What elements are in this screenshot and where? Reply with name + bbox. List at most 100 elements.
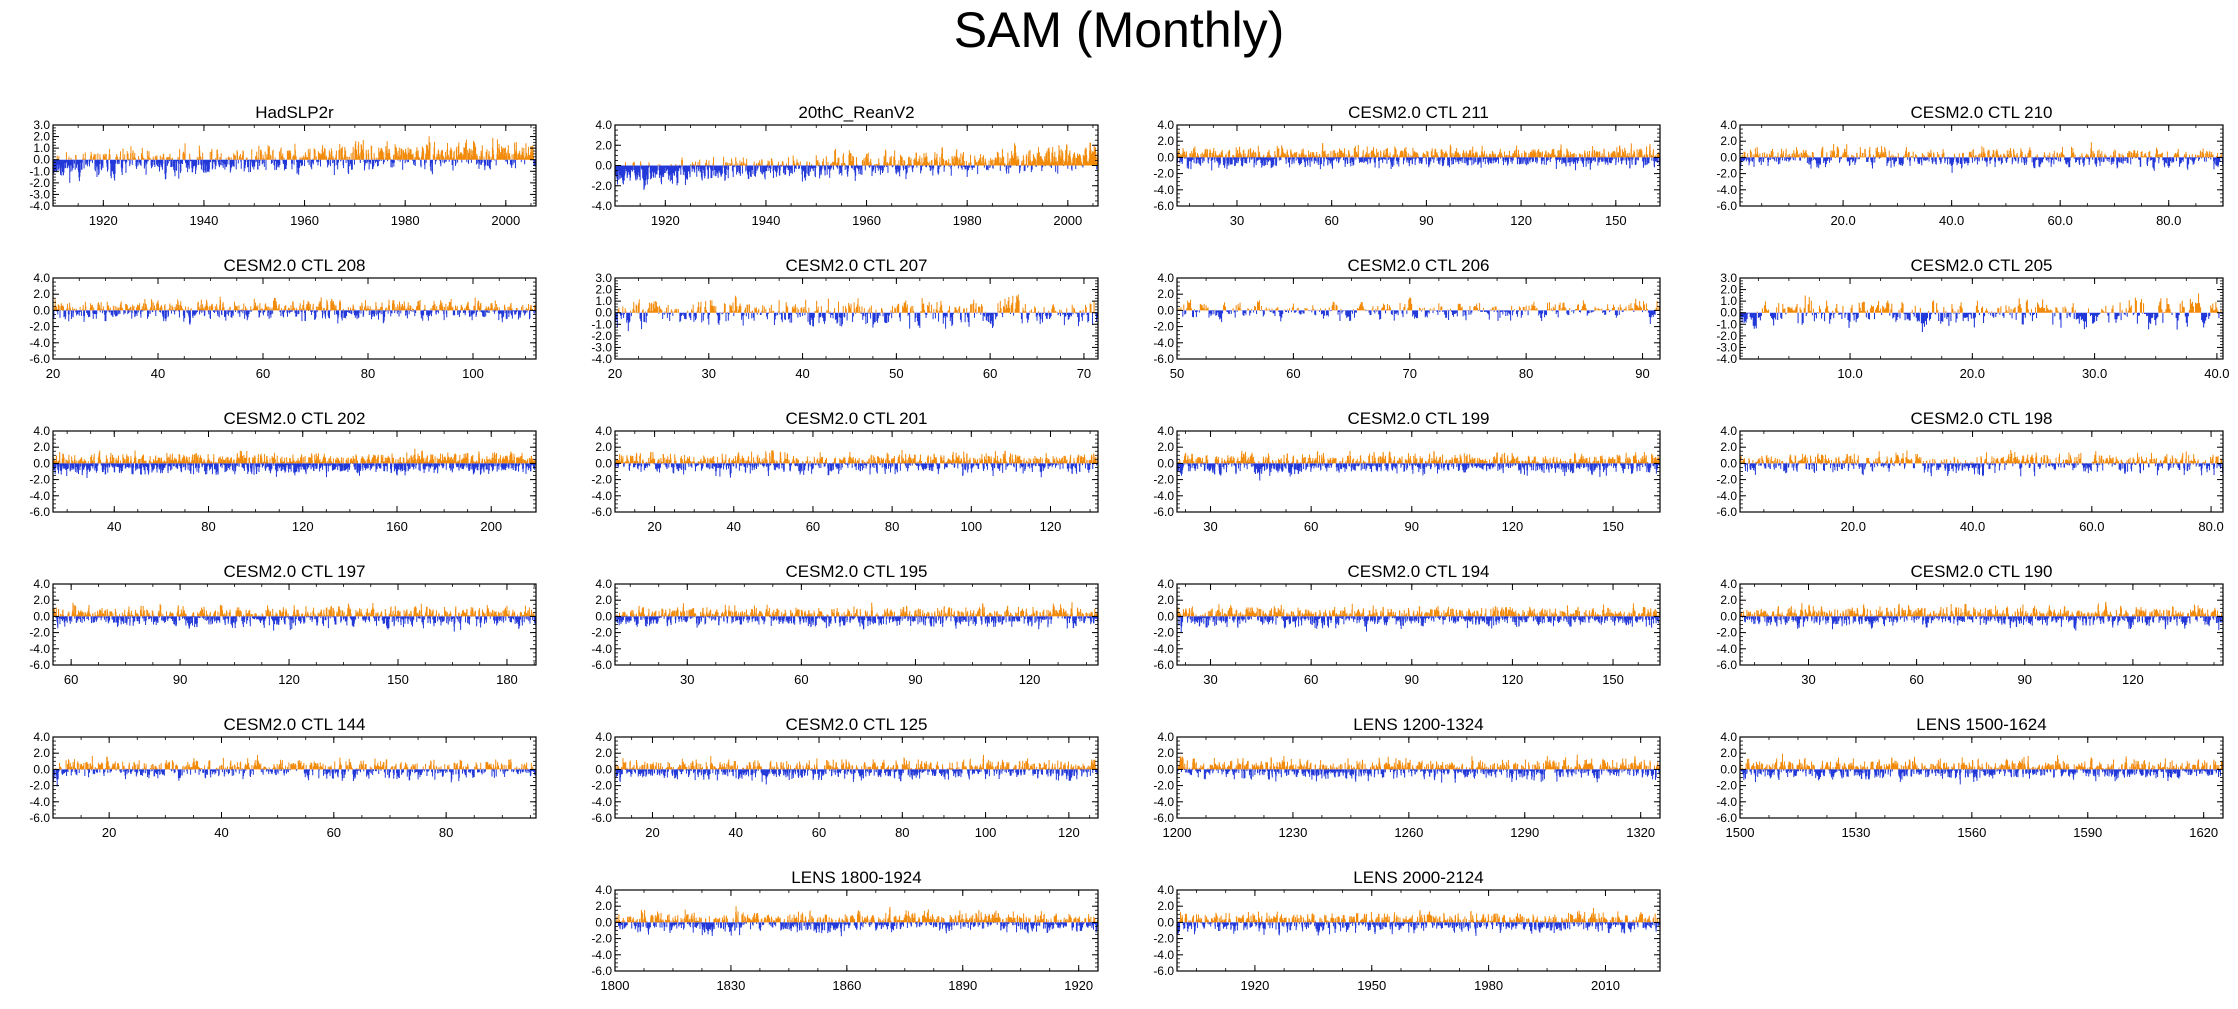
y-tick-label: 3.0 [595, 271, 612, 285]
panel-title: CESM2.0 CTL 201 [785, 409, 927, 428]
x-tick-label: 60 [806, 519, 820, 534]
x-tick-label: 90 [1405, 672, 1419, 687]
x-tick-label: 20 [645, 825, 659, 840]
x-tick-label: 2000 [1053, 213, 1082, 228]
x-tick-label: 1950 [1357, 978, 1386, 993]
x-tick-label: 1960 [852, 213, 881, 228]
y-tick-label: -2.0 [591, 329, 612, 343]
positive-bars [1739, 753, 2224, 770]
x-tick-label: 60 [1304, 672, 1318, 687]
x-tick-label: 20.0 [1830, 213, 1855, 228]
y-tick-label: 3.0 [1720, 271, 1737, 285]
x-tick-label: 30 [1801, 672, 1815, 687]
x-tick-label: 60 [1286, 366, 1300, 381]
panel-title: CESM2.0 CTL 208 [223, 256, 365, 275]
y-tick-label: 0.0 [33, 456, 50, 470]
y-tick-label: -2.0 [29, 626, 50, 640]
x-tick-label: 150 [1602, 672, 1624, 687]
negative-bars [1176, 310, 1659, 325]
negative-bars [1176, 922, 1660, 936]
y-tick-label: -3.0 [29, 187, 50, 201]
positive-bars [1177, 143, 1661, 158]
positive-bars [614, 754, 1098, 770]
y-tick-label: 0.0 [1157, 456, 1174, 470]
chart-panel: CESM2.0 CTL 125 4.0 2.0 0.0 -2.0 -4.0 -6.0 20 40… [591, 715, 1099, 840]
x-tick-label: 1590 [2073, 825, 2102, 840]
x-tick-label: 30 [1230, 213, 1244, 228]
x-tick-label: 200 [480, 519, 502, 534]
y-tick-label: 0.0 [1720, 150, 1737, 164]
y-tick-label: -4.0 [1716, 795, 1737, 809]
plot-frame [1176, 277, 1661, 360]
x-tick-label: 150 [387, 672, 409, 687]
panel-title: CESM2.0 CTL 144 [223, 715, 365, 734]
panel-title: CESM2.0 CTL 210 [1910, 103, 2052, 122]
x-tick-label: 120 [1502, 519, 1524, 534]
negative-bars [614, 165, 1098, 190]
x-tick-label: 1320 [1626, 825, 1655, 840]
x-tick-label: 1560 [1957, 825, 1986, 840]
y-tick-label: 1.0 [595, 294, 612, 308]
x-tick-label: 1200 [1163, 825, 1192, 840]
chart-panel: CESM2.0 CTL 202 4.0 2.0 0.0 -2.0 -4.0 -6.0 40 80… [29, 409, 537, 534]
y-tick-label: 4.0 [595, 730, 612, 744]
x-tick-label: 1980 [1474, 978, 1503, 993]
negative-bars [52, 463, 537, 479]
plot-frame [52, 583, 537, 666]
y-tick-label: 2.0 [1157, 287, 1174, 301]
y-tick-label: 3.0 [33, 118, 50, 132]
x-tick-label: 60 [64, 672, 78, 687]
figure-title: SAM (Monthly) [953, 2, 1285, 58]
y-tick-label: -2.0 [1716, 779, 1737, 793]
y-tick-label: 0.0 [1720, 609, 1737, 623]
y-tick-label: -2.0 [29, 320, 50, 334]
panel-title: CESM2.0 CTL 195 [785, 562, 927, 581]
chart-panel: CESM2.0 CTL 195 4.0 2.0 0.0 -2.0 -4.0 -6.0 30 60… [591, 562, 1099, 687]
y-tick-label: 4.0 [33, 271, 50, 285]
y-tick-label: -4.0 [29, 199, 50, 213]
y-tick-label: -2.0 [591, 179, 612, 193]
y-tick-label: 2.0 [595, 283, 612, 297]
chart-panel: CESM2.0 CTL 210 4.0 2.0 0.0 -2.0 -4.0 -6.0 20.0… [1716, 103, 2224, 228]
y-tick-label: 0.0 [595, 762, 612, 776]
x-tick-label: 60 [1304, 519, 1318, 534]
y-tick-label: -2.0 [1716, 473, 1737, 487]
panel-title: CESM2.0 CTL 199 [1347, 409, 1489, 428]
x-tick-label: 20.0 [1960, 366, 1985, 381]
x-tick-label: 180 [496, 672, 518, 687]
negative-bars [1739, 157, 2224, 173]
negative-bars [52, 159, 537, 183]
y-tick-label: 0.0 [1720, 306, 1737, 320]
y-tick-label: 0.0 [1157, 303, 1174, 317]
panel-title: LENS 1200-1324 [1353, 715, 1483, 734]
y-tick-label: -4.0 [1716, 352, 1737, 366]
chart-panel: CESM2.0 CTL 205 3.02.01.00.0-1.0-2.0-3.0-… [1716, 256, 2229, 381]
y-tick-label: 0.0 [1157, 915, 1174, 929]
y-tick-label: -2.0 [1153, 473, 1174, 487]
y-tick-label: 4.0 [595, 118, 612, 132]
panel-title: LENS 1500-1624 [1916, 715, 2046, 734]
x-tick-label: 150 [1605, 213, 1627, 228]
chart-panel: CESM2.0 CTL 201 4.0 2.0 0.0 -2.0 -4.0 -6.0 20 40… [591, 409, 1099, 534]
x-tick-label: 30 [702, 366, 716, 381]
x-tick-label: 1920 [89, 213, 118, 228]
y-tick-label: -4.0 [29, 642, 50, 656]
y-tick-label: -2.0 [1153, 167, 1174, 181]
chart-panel: CESM2.0 CTL 197 4.0 2.0 0.0 -2.0 -4.0 -6.0 60 90… [29, 562, 537, 687]
negative-bars [614, 312, 1098, 332]
x-tick-label: 1890 [948, 978, 977, 993]
chart-panel: CESM2.0 CTL 207 3.02.01.00.0-1.0-2.0-3.0-… [591, 256, 1099, 381]
negative-bars [1739, 463, 2223, 477]
x-tick-label: 40.0 [1960, 519, 1985, 534]
x-tick-label: 20 [647, 519, 661, 534]
y-tick-label: -6.0 [1153, 811, 1174, 825]
negative-bars [52, 310, 537, 325]
y-tick-label: 2.0 [1720, 746, 1737, 760]
y-tick-label: 2.0 [1157, 899, 1174, 913]
plot-frame [1739, 430, 2224, 513]
y-tick-label: 1.0 [33, 141, 50, 155]
y-tick-label: 0.0 [33, 609, 50, 623]
y-tick-label: 4.0 [33, 577, 50, 591]
plot-frame [1739, 736, 2224, 819]
